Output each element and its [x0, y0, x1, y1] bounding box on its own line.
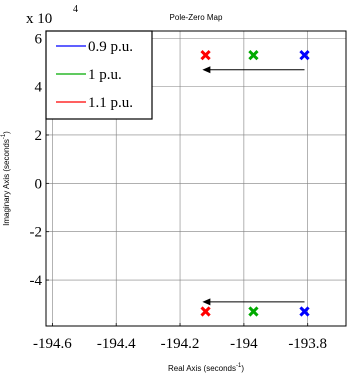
- x-axis-label-text: Real Axis (seconds: [168, 364, 236, 373]
- y-tick-label: 0: [35, 176, 43, 192]
- arrow-annotations: [202, 66, 305, 306]
- x-tick-label: -194: [230, 336, 258, 352]
- pole-marker-stroke: [299, 306, 310, 317]
- x-tick-label: -194.6: [33, 336, 72, 352]
- arrow-annotation: [202, 298, 305, 306]
- pole-marker: [248, 50, 259, 61]
- pole-marker-stroke: [200, 50, 211, 61]
- pole-marker-stroke: [248, 50, 259, 61]
- y-axis-label: Imaginary Axis (seconds-1): [1, 131, 11, 226]
- pole-marker-stroke: [248, 306, 259, 317]
- pole-markers: [200, 50, 310, 317]
- pole-marker: [299, 50, 310, 61]
- y-multiplier-base: x 10: [26, 11, 52, 27]
- y-axis-label-text: Imaginary Axis (seconds: [2, 139, 11, 226]
- legend-entry: 1.1 p.u.: [56, 95, 133, 111]
- legend-entry: 1 p.u.: [56, 67, 122, 83]
- y-multiplier: x 10 4: [26, 4, 78, 27]
- pole-marker: [248, 306, 259, 317]
- x-tick-label: -194.4: [97, 336, 136, 352]
- arrow-head: [202, 298, 211, 306]
- pole-marker: [299, 306, 310, 317]
- chart-title: Pole-Zero Map: [170, 13, 223, 22]
- svg-text:Imaginary Axis (seconds-1): Imaginary Axis (seconds-1): [1, 131, 11, 226]
- pole-marker: [200, 50, 211, 61]
- pole-marker-stroke: [299, 50, 310, 61]
- y-tick-label: 6: [35, 31, 43, 47]
- axis-tick-labels: -194.6 -194.4 -194.2 -194 -193.8 -4 -2 0 2 4 6: [30, 31, 328, 352]
- arrow-head: [202, 66, 211, 74]
- x-tick-label: -194.2: [161, 336, 200, 352]
- y-tick-label: 4: [35, 80, 43, 96]
- svg-text:Real Axis (seconds-1): Real Axis (seconds-1): [168, 363, 244, 373]
- plot-area-frame: [45, 30, 347, 327]
- x-axis-label: Real Axis (seconds-1): [168, 363, 244, 373]
- pole-marker: [200, 306, 211, 317]
- y-axis-label-tail: ): [2, 131, 11, 134]
- arrow-annotation: [202, 66, 305, 74]
- y-tick-label: -4: [30, 273, 43, 289]
- y-tick-label: -2: [30, 225, 43, 241]
- x-axis-label-tail: ): [241, 364, 244, 373]
- legend-label: 1.1 p.u.: [88, 95, 133, 111]
- legend-entry: 0.9 p.u.: [56, 39, 133, 55]
- legend-label: 0.9 p.u.: [88, 39, 133, 55]
- legend-label: 1 p.u.: [88, 67, 122, 83]
- pole-marker-stroke: [200, 306, 211, 317]
- y-axis-label-sup: -1: [1, 133, 7, 139]
- y-tick-label: 2: [35, 128, 43, 144]
- x-axis-label-sup: -1: [236, 363, 242, 369]
- legend: 0.9 p.u. 1 p.u. 1.1 p.u.: [45, 30, 153, 120]
- x-tick-label: -193.8: [288, 336, 327, 352]
- y-multiplier-exponent: 4: [73, 4, 78, 15]
